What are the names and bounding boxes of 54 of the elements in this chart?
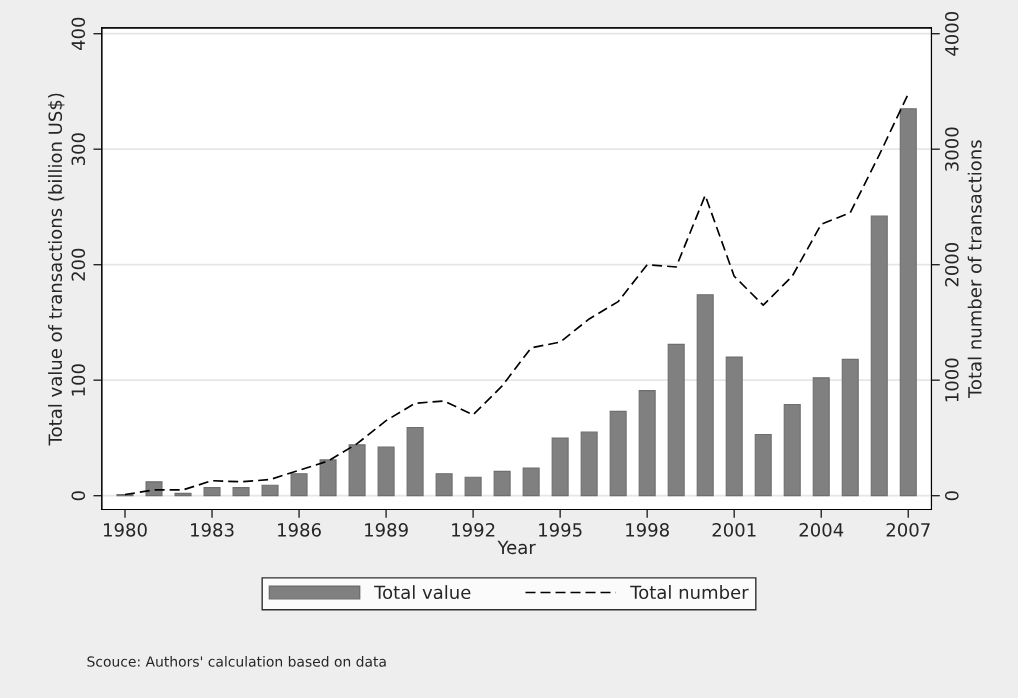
bar: [261, 484, 279, 497]
text: Scouce: Authors' calculation based on data: [87, 656, 386, 667]
bar: [725, 356, 743, 497]
y-tick-label: 300: [71, 133, 86, 166]
bar: [783, 403, 801, 497]
bar: [841, 358, 859, 497]
y-tick-label: 400: [71, 17, 86, 51]
bar: [174, 492, 192, 497]
y-axis-title: Total value of transactions (billion US$): [48, 93, 65, 446]
y2-tick-label: 2000: [944, 242, 959, 287]
bar: [638, 390, 656, 497]
bar: [580, 431, 598, 497]
x-tick-label: 1989: [365, 523, 408, 537]
bar: [899, 108, 917, 497]
bar: [551, 437, 569, 497]
line-series: [124, 92, 910, 496]
bar: [464, 476, 482, 497]
bar: [754, 433, 772, 497]
bar: [609, 410, 627, 497]
bar: [870, 215, 888, 497]
legend-label: Total number: [630, 585, 749, 600]
bar: [377, 446, 395, 497]
y2-tick-label: 3000: [944, 127, 959, 171]
y2-tick-label: 1000: [944, 358, 959, 402]
bar: [319, 459, 337, 497]
bar: [232, 487, 250, 497]
x-tick-label: 1995: [539, 523, 582, 537]
bar: [348, 444, 366, 497]
x-tick-label: 1983: [191, 523, 234, 537]
bar: [435, 473, 453, 497]
bar: [493, 470, 511, 497]
bar: [290, 473, 308, 497]
x-tick-label: 2001: [712, 523, 756, 537]
legend-label: Total value: [374, 585, 471, 600]
x-tick-label: 2004: [799, 523, 844, 537]
bar: [522, 467, 540, 497]
y-tick-label: 100: [71, 364, 86, 396]
x-axis-title: Year: [497, 540, 536, 555]
bar: [406, 426, 424, 497]
x-tick-label: 1992: [452, 523, 495, 537]
bar: [696, 294, 714, 497]
x-tick-label: 1998: [626, 523, 669, 537]
y2-tick-label: 0: [944, 491, 959, 501]
y-tick-label: 0: [71, 491, 86, 501]
bar: [667, 343, 685, 497]
x-tick-label: 1980: [104, 523, 147, 537]
y2-axis-title: Total number of transactions: [967, 140, 982, 399]
x-tick-label: 2007: [886, 523, 930, 537]
x-tick-label: 1986: [278, 523, 321, 537]
bar: [812, 377, 830, 497]
y-tick-label: 200: [71, 248, 86, 281]
bar: [145, 481, 163, 497]
y2-tick-label: 4000: [944, 11, 959, 56]
bar: [203, 487, 221, 497]
